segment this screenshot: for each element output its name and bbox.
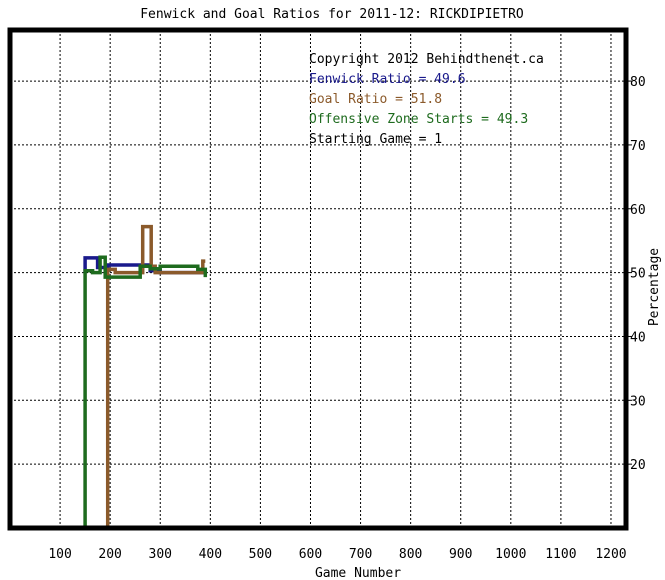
x-tick-label-0: 100 bbox=[48, 547, 71, 562]
x-tick-label-3: 400 bbox=[199, 547, 222, 562]
series-lines bbox=[83, 224, 208, 528]
legend-line-0: Copyright 2012 Behindthenet.ca bbox=[309, 52, 544, 67]
y-tick-label-4: 60 bbox=[630, 203, 646, 218]
legend-line-2: Goal Ratio = 51.8 bbox=[309, 92, 442, 107]
y-tick-label-5: 70 bbox=[630, 139, 646, 154]
x-tick-label-4: 500 bbox=[249, 547, 272, 562]
chart-title: Fenwick and Goal Ratios for 2011-12: RIC… bbox=[140, 7, 524, 22]
y-tick-labels: 20 30 40 50 60 70 80 bbox=[626, 75, 646, 473]
series-line-1 bbox=[105, 224, 206, 528]
x-tick-label-10: 1100 bbox=[545, 547, 576, 562]
x-tick-label-9: 1000 bbox=[495, 547, 526, 562]
y-tick-label-2: 40 bbox=[630, 330, 646, 345]
y-tick-label-3: 50 bbox=[630, 267, 646, 282]
series-line-2 bbox=[83, 255, 208, 528]
grid-lines bbox=[10, 30, 626, 528]
y-tick-label-1: 30 bbox=[630, 394, 646, 409]
x-tick-label-5: 600 bbox=[299, 547, 322, 562]
y-axis-label: Percentage bbox=[647, 248, 662, 326]
x-tick-labels: 100 200 300 400 500 600 700 800 900 1000 1100 1200 bbox=[48, 547, 626, 562]
y-tick-label-6: 80 bbox=[630, 75, 646, 90]
x-tick-label-7: 800 bbox=[399, 547, 422, 562]
legend-line-3: Offensive Zone Starts = 49.3 bbox=[309, 112, 528, 127]
legend-line-1: Fenwick Ratio = 49.6 bbox=[309, 72, 466, 87]
legend-line-4: Starting Game = 1 bbox=[309, 132, 442, 147]
x-axis-label: Game Number bbox=[315, 566, 401, 580]
x-tick-label-6: 700 bbox=[349, 547, 372, 562]
x-tick-label-2: 300 bbox=[149, 547, 172, 562]
x-tick-label-11: 1200 bbox=[595, 547, 626, 562]
y-tick-label-0: 20 bbox=[630, 458, 646, 473]
x-tick-label-1: 200 bbox=[98, 547, 121, 562]
x-tick-label-8: 900 bbox=[449, 547, 472, 562]
plot-frame bbox=[7, 27, 629, 531]
legend: Copyright 2012 Behindthenet.ca Fenwick Ra… bbox=[309, 52, 544, 147]
